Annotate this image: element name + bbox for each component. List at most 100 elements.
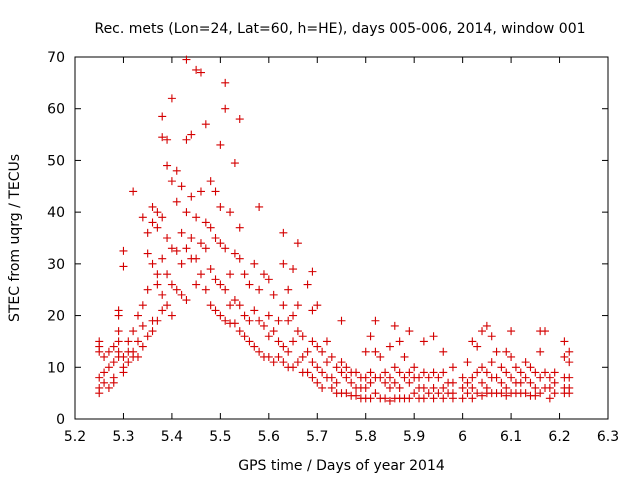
data-point (298, 352, 307, 361)
y-axis-label: STEC from uqrg / TECUs (7, 154, 23, 322)
data-point (163, 301, 172, 310)
x-tick-label: 6 (458, 429, 467, 445)
data-point (541, 368, 550, 377)
data-point (269, 358, 278, 367)
data-point (255, 347, 264, 356)
data-point (114, 337, 123, 346)
data-point (177, 182, 186, 191)
data-point (216, 140, 225, 149)
data-point (342, 363, 351, 372)
data-point (516, 378, 525, 387)
data-point (434, 389, 443, 398)
data-point (560, 337, 569, 346)
data-point (230, 249, 239, 258)
data-point (366, 378, 375, 387)
data-point (458, 373, 467, 382)
data-point (308, 267, 317, 276)
data-point (250, 306, 259, 315)
data-point (153, 270, 162, 279)
data-point (167, 177, 176, 186)
data-point (269, 327, 278, 336)
data-point (337, 316, 346, 325)
data-point (405, 368, 414, 377)
data-point (308, 373, 317, 382)
data-point (192, 65, 201, 74)
data-point (536, 347, 545, 356)
data-point (463, 389, 472, 398)
data-point (439, 347, 448, 356)
data-point (240, 332, 249, 341)
data-point (114, 306, 123, 315)
data-point (143, 285, 152, 294)
data-point (158, 254, 167, 263)
y-tick-label: 50 (47, 153, 65, 169)
data-point (172, 197, 181, 206)
data-point (235, 327, 244, 336)
data-point (507, 352, 516, 361)
data-point (371, 389, 380, 398)
data-point (473, 342, 482, 351)
data-point (371, 316, 380, 325)
data-point (230, 159, 239, 168)
data-point (279, 301, 288, 310)
data-point (158, 306, 167, 315)
data-point (303, 347, 312, 356)
data-point (400, 373, 409, 382)
data-point (163, 270, 172, 279)
data-point (473, 368, 482, 377)
data-point (279, 342, 288, 351)
data-point (187, 192, 196, 201)
data-point (322, 358, 331, 367)
data-point (177, 259, 186, 268)
data-point (163, 135, 172, 144)
data-point (119, 262, 128, 271)
data-point (221, 316, 230, 325)
data-point (439, 394, 448, 403)
data-point (255, 202, 264, 211)
data-point (109, 378, 118, 387)
data-point (371, 347, 380, 356)
data-point (133, 352, 142, 361)
data-point (531, 368, 540, 377)
data-point (400, 352, 409, 361)
data-point (521, 373, 530, 382)
data-point (211, 306, 220, 315)
data-point (463, 378, 472, 387)
data-point (448, 394, 457, 403)
data-point (95, 373, 104, 382)
data-point (565, 389, 574, 398)
data-point (429, 368, 438, 377)
data-point (153, 223, 162, 232)
data-point (419, 394, 428, 403)
data-point (502, 383, 511, 392)
data-point (201, 285, 210, 294)
data-point (487, 332, 496, 341)
data-point (478, 391, 487, 400)
data-point (289, 363, 298, 372)
data-point (541, 327, 550, 336)
data-point (192, 280, 201, 289)
y-tick-label: 60 (47, 102, 65, 118)
data-point (264, 352, 273, 361)
data-point (502, 368, 511, 377)
data-point (313, 342, 322, 351)
data-point (182, 296, 191, 305)
data-point (458, 383, 467, 392)
y-tick-labels: 0 10 20 30 40 50 60 70 (47, 50, 65, 428)
data-point (381, 394, 390, 403)
x-tick-label: 5.5 (209, 429, 231, 445)
data-point (143, 249, 152, 258)
data-point (434, 373, 443, 382)
data-point (182, 55, 191, 64)
data-point (531, 391, 540, 400)
data-point (100, 352, 109, 361)
data-point (250, 259, 259, 268)
data-point (172, 285, 181, 294)
data-point (148, 327, 157, 336)
data-point (172, 246, 181, 255)
data-point (298, 332, 307, 341)
data-point (419, 383, 428, 392)
x-tick-label: 5.4 (161, 429, 183, 445)
data-point (100, 368, 109, 377)
